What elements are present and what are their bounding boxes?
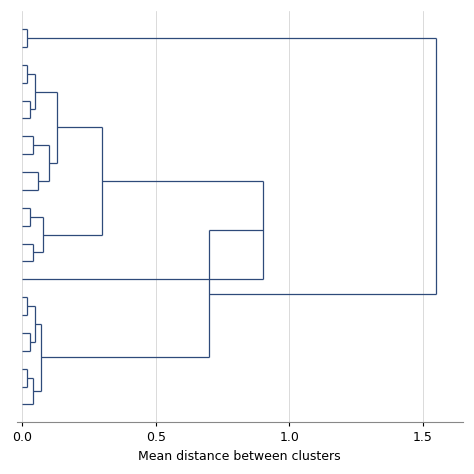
X-axis label: Mean distance between clusters: Mean distance between clusters (138, 450, 341, 463)
